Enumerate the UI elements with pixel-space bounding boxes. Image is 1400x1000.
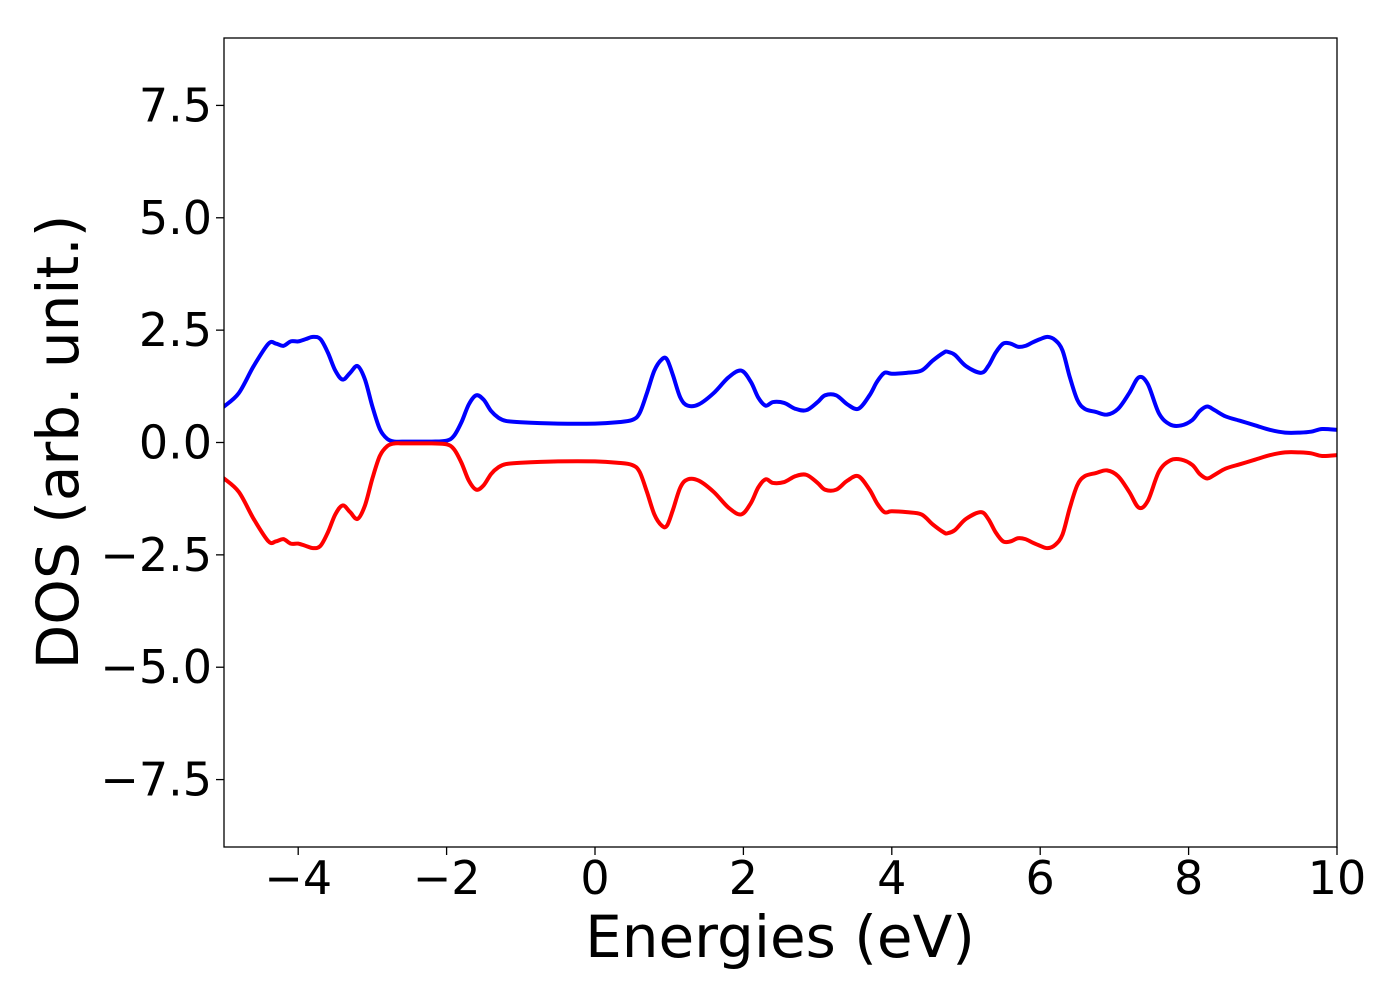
- x-tick-label: 2: [729, 851, 758, 905]
- series-group: [224, 334, 1337, 551]
- x-tick-label: 4: [877, 851, 906, 905]
- x-tick-label: 8: [1174, 851, 1203, 905]
- x-tick-label: 0: [580, 851, 609, 905]
- x-axis: −4 −2 0 2 4 6 8 10: [264, 847, 1366, 905]
- x-tick-label: 10: [1308, 851, 1367, 905]
- y-axis: 7.5 5.0 2.5 0.0 −2.5 −5.0 −7.5: [100, 78, 224, 807]
- y-tick-label: 7.5: [139, 78, 212, 132]
- y-tick-label: 5.0: [139, 191, 212, 245]
- spin-down-line: [224, 441, 1337, 551]
- x-tick-label: −2: [413, 851, 481, 905]
- y-tick-label: 2.5: [139, 303, 212, 357]
- x-tick-label: 6: [1026, 851, 1055, 905]
- x-tick-label: −4: [264, 851, 332, 905]
- y-tick-label: 0.0: [139, 416, 212, 470]
- y-tick-label: −7.5: [100, 753, 212, 807]
- y-axis-label: DOS (arb. unit.): [24, 215, 92, 670]
- spin-up-line: [224, 334, 1337, 444]
- x-axis-label: Energies (eV): [585, 903, 975, 971]
- y-tick-label: −5.0: [100, 640, 212, 694]
- y-tick-label: −2.5: [100, 528, 212, 582]
